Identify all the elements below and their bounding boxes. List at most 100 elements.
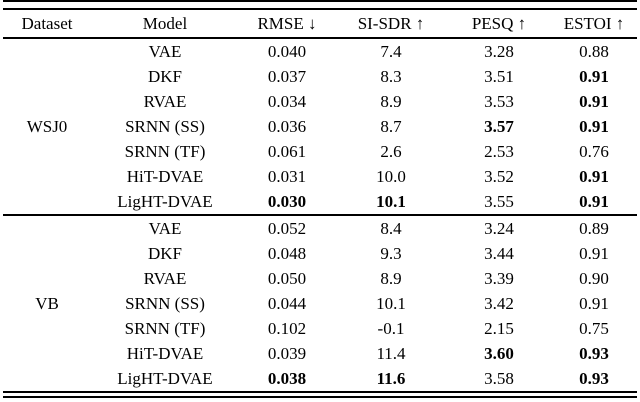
metric-cell-rmse: 0.036 <box>267 117 307 136</box>
model-cell: LigHT-DVAE <box>117 369 213 388</box>
metric-cell-rmse: 0.040 <box>267 42 307 61</box>
table-row: SRNN (TF) 0.102 -0.1 2.15 0.75 <box>3 316 637 341</box>
table-row: SRNN (SS) 0.036 8.7 3.57 0.91 <box>3 114 637 139</box>
col-header-model: Model <box>91 10 239 39</box>
col-header-dataset: Dataset <box>3 10 91 39</box>
metric-cell-pesq: 3.60 <box>484 344 514 363</box>
metric-cell-pesq: 3.57 <box>484 117 514 136</box>
metric-cell-estoi: 0.93 <box>579 344 609 363</box>
metric-cell-rmse: 0.048 <box>267 244 307 263</box>
table-row: LigHT-DVAE 0.038 11.6 3.58 0.93 <box>3 366 637 391</box>
metric-cell-si-sdr: 8.9 <box>380 92 402 111</box>
metric-cell-estoi: 0.91 <box>579 67 609 86</box>
table-row: HiT-DVAE 0.039 11.4 3.60 0.93 <box>3 341 637 366</box>
metric-cell-pesq: 3.55 <box>484 192 514 211</box>
metric-cell-rmse: 0.031 <box>267 167 307 186</box>
metric-cell-pesq: 3.58 <box>484 369 514 388</box>
model-cell: RVAE <box>143 92 187 111</box>
metric-cell-rmse: 0.052 <box>239 214 335 241</box>
col-header-estoi: ESTOI ↑ <box>551 10 637 39</box>
table-row: SRNN (SS) 0.044 10.1 3.42 0.91 <box>3 291 637 316</box>
header-row: Dataset Model RMSE ↓ SI-SDR ↑ PESQ ↑ EST… <box>3 10 637 39</box>
metric-cell-pesq: 2.53 <box>484 142 514 161</box>
top-rule-outer <box>3 0 637 2</box>
dataset-cell: VB <box>3 214 91 391</box>
metric-cell-rmse: 0.037 <box>267 67 307 86</box>
model-cell: LigHT-DVAE <box>117 192 213 211</box>
metric-cell-estoi: 0.89 <box>551 214 637 241</box>
metric-cell-si-sdr: 10.1 <box>376 192 406 211</box>
table-header: Dataset Model RMSE ↓ SI-SDR ↑ PESQ ↑ EST… <box>3 10 637 39</box>
metric-cell-rmse: 0.039 <box>267 344 307 363</box>
metric-cell-rmse: 0.102 <box>267 319 307 338</box>
metric-cell-estoi: 0.91 <box>579 244 609 263</box>
col-header-rmse: RMSE ↓ <box>239 10 335 39</box>
metric-cell-si-sdr: 9.3 <box>380 244 402 263</box>
table-row: HiT-DVAE 0.031 10.0 3.52 0.91 <box>3 164 637 189</box>
bottom-rule-inner <box>3 391 637 393</box>
model-cell: SRNN (TF) <box>124 319 206 338</box>
metric-cell-si-sdr: 11.4 <box>376 344 406 363</box>
metric-cell-pesq: 3.39 <box>484 269 514 288</box>
metric-cell-estoi: 0.88 <box>579 42 609 61</box>
table-row: SRNN (TF) 0.061 2.6 2.53 0.76 <box>3 139 637 164</box>
metric-cell-pesq: 3.42 <box>484 294 514 313</box>
metric-cell-estoi: 0.75 <box>579 319 609 338</box>
metric-cell-pesq: 3.24 <box>447 214 551 241</box>
metric-cell-rmse: 0.038 <box>267 369 307 388</box>
metric-cell-si-sdr: 10.0 <box>376 167 406 186</box>
metric-cell-estoi: 0.91 <box>579 192 609 211</box>
metric-cell-si-sdr: 2.6 <box>380 142 402 161</box>
metric-cell-estoi: 0.91 <box>579 117 609 136</box>
metric-cell-estoi: 0.90 <box>579 269 609 288</box>
metric-cell-si-sdr: 8.4 <box>335 214 447 241</box>
table-row: DKF 0.048 9.3 3.44 0.91 <box>3 241 637 266</box>
model-cell: SRNN (SS) <box>125 294 205 313</box>
model-cell: HiT-DVAE <box>126 344 204 363</box>
table-row: DKF 0.037 8.3 3.51 0.91 <box>3 64 637 89</box>
model-cell: SRNN (SS) <box>125 117 205 136</box>
metric-cell-si-sdr: 7.4 <box>380 42 402 61</box>
model-cell: SRNN (TF) <box>124 142 206 161</box>
metric-cell-pesq: 3.52 <box>484 167 514 186</box>
model-cell: VAE <box>148 42 182 61</box>
table-row: LigHT-DVAE 0.030 10.1 3.55 0.91 <box>3 189 637 215</box>
metric-cell-estoi: 0.76 <box>579 142 609 161</box>
bottom-rule-outer <box>3 396 637 398</box>
model-cell: HiT-DVAE <box>126 167 204 186</box>
metric-cell-estoi: 0.91 <box>579 92 609 111</box>
metric-cell-estoi: 0.93 <box>579 369 609 388</box>
metric-cell-si-sdr: 10.1 <box>376 294 406 313</box>
model-cell: DKF <box>147 244 182 263</box>
metric-cell-si-sdr: 8.3 <box>380 67 402 86</box>
table-row: WSJ0 VAE 0.040 7.4 3.28 0.88 <box>3 38 637 135</box>
model-cell: RVAE <box>143 269 187 288</box>
table-row: RVAE 0.034 8.9 3.53 0.91 <box>3 89 637 114</box>
table-row: VB VAE 0.052 8.4 3.24 0.89 <box>3 214 637 391</box>
metric-cell-rmse: 0.044 <box>267 294 307 313</box>
metric-cell-pesq: 3.28 <box>484 42 514 61</box>
model-cell: VAE <box>91 214 239 241</box>
metric-cell-estoi: 0.91 <box>579 294 609 313</box>
top-rule-inner <box>3 8 637 10</box>
model-cell: DKF <box>147 67 182 86</box>
dataset-group-wsj0: WSJ0 VAE 0.040 7.4 3.28 0.88 DKF 0.037 8.3 3.51 0.… <box>3 38 637 215</box>
metric-cell-pesq: 3.53 <box>484 92 514 111</box>
results-table: Dataset Model RMSE ↓ SI-SDR ↑ PESQ ↑ EST… <box>3 10 637 391</box>
col-header-si-sdr: SI-SDR ↑ <box>335 10 447 39</box>
metric-cell-rmse: 0.034 <box>267 92 307 111</box>
dataset-cell: WSJ0 <box>26 117 68 136</box>
dataset-group-vb: VB VAE 0.052 8.4 3.24 0.89 DKF 0.048 9.3 3.44 0.91… <box>3 214 637 391</box>
metric-cell-estoi: 0.91 <box>579 167 609 186</box>
metric-cell-pesq: 2.15 <box>484 319 514 338</box>
metric-cell-si-sdr: 8.7 <box>380 117 402 136</box>
metric-cell-si-sdr: -0.1 <box>377 319 405 338</box>
metric-cell-rmse: 0.050 <box>267 269 307 288</box>
metric-cell-si-sdr: 8.9 <box>380 269 402 288</box>
table-row: RVAE 0.050 8.9 3.39 0.90 <box>3 266 637 291</box>
metric-cell-pesq: 3.44 <box>484 244 514 263</box>
metric-cell-si-sdr: 11.6 <box>376 369 406 388</box>
metric-cell-pesq: 3.51 <box>484 67 514 86</box>
col-header-pesq: PESQ ↑ <box>447 10 551 39</box>
